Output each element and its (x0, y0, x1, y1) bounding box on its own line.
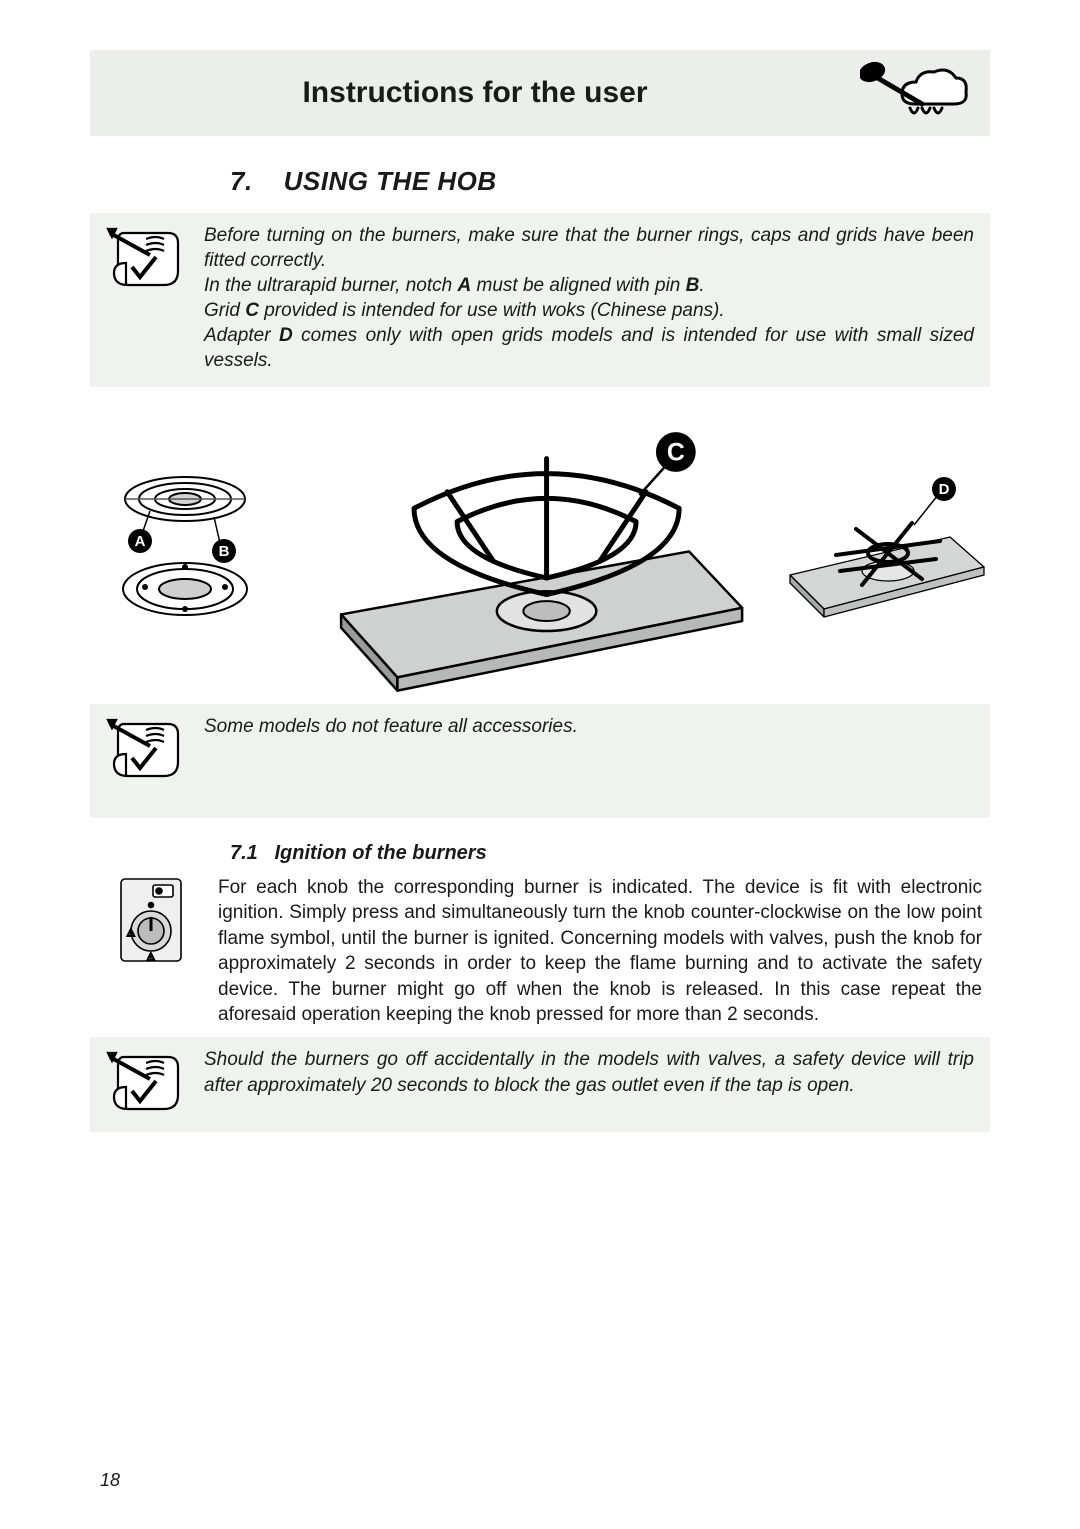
diagram-strip: A B (90, 399, 990, 697)
intro-info-panel: Before turning on the burners, make sure… (90, 213, 990, 387)
label-c-text: C (667, 440, 685, 467)
subsection-heading: 7.1 Ignition of the burners (230, 842, 990, 865)
cooking-spoon-icon (860, 58, 970, 128)
accessories-note-text: Some models do not feature all accessori… (204, 714, 974, 739)
accessories-note-panel: Some models do not feature all accessori… (90, 704, 990, 818)
label-b-text: B (219, 543, 230, 560)
svg-text:◬: ◬ (147, 951, 155, 962)
burner-rings-figure: A B (90, 399, 280, 697)
header-band: Instructions for the user (90, 50, 990, 136)
wok-grid-figure: C (298, 399, 762, 697)
section-title: USING THE HOB (284, 166, 497, 196)
adapter-grid-figure: D (780, 399, 990, 697)
subsection-number: 7.1 (230, 842, 258, 864)
intro-line-4: Adapter D comes only with open grids mod… (204, 323, 974, 373)
label-d-text: D (939, 481, 950, 498)
page: Instructions for the user 7. USING THE H… (0, 0, 1080, 1529)
note-scroll-icon (106, 714, 184, 785)
intro-text: Before turning on the burners, make sure… (204, 223, 974, 373)
intro-line-1: Before turning on the burners, make sure… (204, 223, 974, 273)
svg-text:◬: ◬ (127, 927, 135, 938)
section-number: 7. (230, 166, 253, 196)
intro-line-2: In the ultrarapid burner, notch A must b… (204, 273, 974, 298)
label-a-text: A (135, 533, 146, 550)
subsection-title: Ignition of the burners (275, 842, 487, 864)
control-knob-icon: ◬ ◬ (106, 875, 196, 965)
page-number: 18 (100, 1470, 120, 1491)
ignition-text: For each knob the corresponding burner i… (218, 875, 982, 1028)
intro-line-3: Grid C provided is intended for use with… (204, 298, 974, 323)
note-scroll-icon (106, 1047, 184, 1118)
safety-info-panel: Should the burners go off accidentally i… (90, 1037, 990, 1132)
safety-text: Should the burners go off accidentally i… (204, 1047, 974, 1097)
ignition-block: ◬ ◬ For each knob the corresponding burn… (90, 875, 990, 1028)
header-title: Instructions for the user (110, 76, 840, 110)
note-scroll-icon (106, 223, 184, 294)
section-heading: 7. USING THE HOB (230, 166, 990, 197)
